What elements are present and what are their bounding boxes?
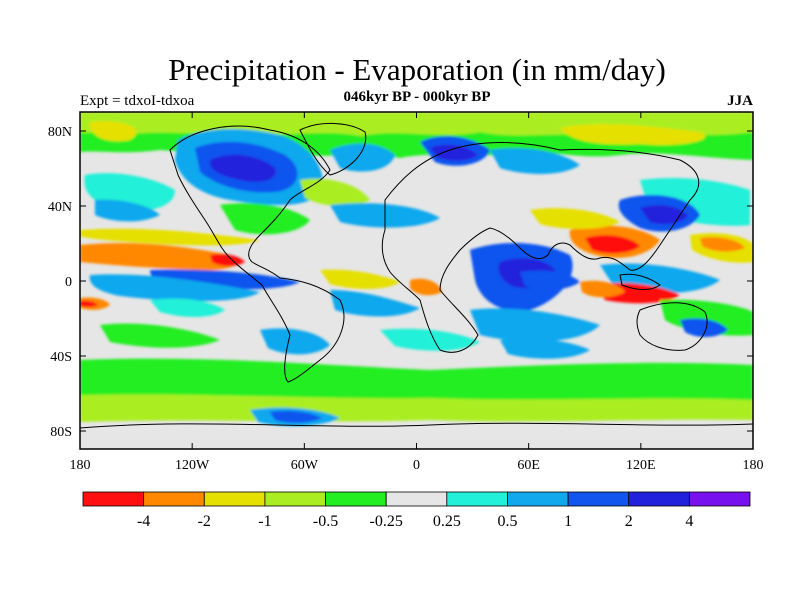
y-tick-label: 40N — [48, 200, 72, 215]
y-tick-label: 80N — [48, 125, 72, 140]
colorbar-swatch — [446, 491, 508, 507]
colorbar-swatch — [325, 491, 387, 507]
colorbar-label: 2 — [625, 513, 633, 530]
colorbar-swatch — [567, 491, 630, 507]
anomaly-field — [80, 112, 753, 449]
colorbar-label: -0.25 — [370, 513, 403, 530]
colorbar-swatch — [688, 491, 751, 507]
x-axis: 180 120W 60W 0 60E 120E 180 — [70, 112, 764, 473]
x-tick-label: 60W — [291, 458, 319, 473]
colorbar-label: -1 — [258, 513, 271, 530]
experiment-label: Expt = tdxoI-tdxoa — [80, 93, 195, 109]
colorbar-swatch — [385, 491, 448, 507]
x-tick-label: 180 — [70, 458, 91, 473]
y-axis: 80N 40N 0 40S 80S — [48, 125, 753, 440]
colorbar-swatch — [628, 491, 690, 507]
y-tick-label: 0 — [65, 275, 72, 290]
colorbar-label: 0.25 — [433, 513, 461, 530]
chart-subtitle: 046kyr BP - 000kyr BP — [343, 89, 491, 105]
y-tick-label: 40S — [50, 350, 72, 365]
colorbar-label: 1 — [564, 513, 572, 530]
chart-title: Precipitation - Evaporation (in mm/day) — [168, 52, 666, 87]
x-tick-label: 180 — [743, 458, 764, 473]
y-tick-label: 80S — [50, 425, 72, 440]
colorbar-swatch — [507, 491, 569, 507]
colorbar-label: 0.5 — [497, 513, 517, 530]
colorbar-swatch — [82, 491, 145, 507]
colorbar-label: -4 — [137, 513, 150, 530]
colorbar-label: 4 — [685, 513, 693, 530]
colorbar-swatch — [264, 491, 326, 507]
colorbar-swatch — [203, 491, 266, 507]
x-tick-label: 120E — [626, 458, 656, 473]
season-label: JJA — [727, 93, 753, 109]
x-tick-label: 60E — [517, 458, 540, 473]
x-tick-label: 120W — [175, 458, 210, 473]
colorbar: -4 -2 -1 -0.5 -0.25 0.25 0.5 1 2 4 — [82, 491, 751, 530]
colorbar-label: -2 — [198, 513, 211, 530]
pacific-itcz-orange — [80, 243, 239, 271]
colorbar-swatch — [143, 491, 205, 507]
x-tick-label: 0 — [413, 458, 420, 473]
colorbar-label: -0.5 — [313, 513, 338, 530]
coastlines — [80, 122, 753, 429]
